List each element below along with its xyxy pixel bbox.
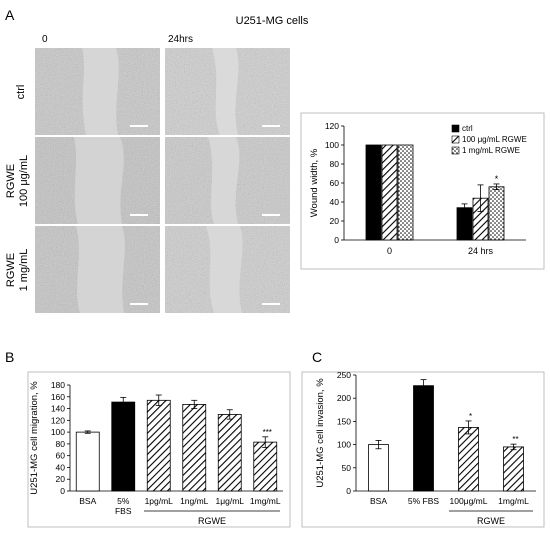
wound-x-tick-label: 0 (387, 246, 392, 256)
invasion-bar (368, 444, 389, 492)
micrograph-grid (35, 48, 290, 313)
wound-legend-label: ctrl (462, 124, 473, 133)
migration-y-tick-label: 80 (56, 439, 66, 449)
migration-chart-frame (27, 371, 291, 528)
wound-y-tick-label: 80 (330, 159, 340, 169)
invasion-group-label: RGWE (477, 516, 505, 526)
wound-y-tick-label: 0 (334, 235, 339, 245)
micrograph-rgwe100-24h (165, 137, 290, 224)
invasion-bar (413, 385, 434, 492)
row-label-rgwe-100: RGWE 100 μg/mL (5, 155, 30, 207)
migration-x-tick-label: 1mg/mL (250, 496, 281, 506)
invasion-y-tick-label: 250 (337, 370, 351, 380)
wound-legend-label: 1 mg/mL RGWE (462, 146, 520, 155)
migration-x-tick-label: FBS (115, 506, 132, 516)
migration-x-tick-label: BSA (79, 496, 96, 506)
micrograph-rgwe100-0h (35, 137, 160, 224)
invasion-significance-mark: * (469, 412, 472, 421)
invasion-bar (503, 446, 524, 492)
wound-width-chart: 0 20 40 60 80 100 120 Wound width, % 0 24 hrs * ctr… (309, 121, 527, 256)
wound-bar (381, 144, 398, 241)
migration-y-tick-label: 20 (56, 474, 66, 484)
migration-x-tick-label: 5% (117, 496, 130, 506)
migration-y-tick-label: 40 (56, 462, 66, 472)
migration-y-tick-label: 0 (60, 486, 65, 496)
wound-legend-label: 100 μg/mL RGWE (462, 135, 527, 144)
wound-y-axis-title: Wound width, % (309, 148, 320, 217)
wound-x-tick-label: 24 hrs (468, 246, 494, 256)
invasion-chart-frame (301, 371, 545, 528)
wound-legend-swatch (451, 124, 460, 133)
migration-x-tick-label: 1μg/mL (215, 496, 244, 506)
invasion-y-tick-label: 200 (337, 393, 351, 403)
panel-a-title: U251-MG cells (236, 15, 309, 27)
row-label-ctrl: ctrl (15, 85, 27, 100)
invasion-x-tick-label: 100μg/mL (450, 496, 488, 506)
invasion-y-tick-label: 50 (342, 463, 352, 473)
migration-x-tick-label: 1pg/mL (145, 496, 174, 506)
invasion-y-axis-title: U251-MG cell invasion, % (315, 378, 326, 488)
migration-bar (182, 404, 207, 492)
wound-y-tick-label: 40 (330, 197, 340, 207)
migration-y-tick-label: 60 (56, 451, 66, 461)
wound-y-tick-label: 20 (330, 216, 340, 226)
wound-bar (456, 207, 473, 241)
migration-y-tick-label: 120 (51, 415, 65, 425)
wound-y-tick-label: 60 (330, 178, 340, 188)
wound-chart-frame (300, 112, 545, 270)
migration-bar (75, 431, 100, 492)
wound-bar (488, 186, 505, 241)
time-label-24hrs: 24hrs (168, 34, 193, 45)
row-label-ctrl-text: ctrl (15, 85, 27, 100)
migration-y-tick-label: 180 (51, 380, 65, 390)
invasion-y-tick-label: 0 (346, 486, 351, 496)
migration-significance-mark: *** (263, 428, 272, 437)
invasion-x-tick-label: 5% FBS (408, 496, 440, 506)
migration-y-axis-title: U251-MG cell migration, % (29, 381, 40, 495)
wound-y-tick-label: 100 (325, 140, 339, 150)
wound-legend-swatch (451, 146, 460, 155)
time-label-0: 0 (42, 34, 48, 45)
migration-group-label: RGWE (198, 516, 226, 526)
migration-y-tick-label: 100 (51, 427, 65, 437)
wound-y-tick-label: 120 (325, 121, 339, 131)
migration-y-tick-label: 160 (51, 392, 65, 402)
wound-bar (397, 144, 414, 241)
invasion-bar (458, 427, 479, 492)
invasion-y-tick-label: 150 (337, 416, 351, 426)
micrograph-ctrl-0h (35, 48, 160, 135)
row-label-rgwe-1mg: RGWE 1 mg/mL (5, 249, 30, 292)
row-label-rgwe-1mg-line1: RGWE (5, 253, 17, 287)
row-label-rgwe-100-line2: 100 μg/mL (18, 155, 30, 207)
wound-significance-mark: * (495, 174, 499, 184)
migration-bar (217, 414, 242, 492)
wound-legend-swatch (451, 135, 460, 144)
micrograph-ctrl-24h (165, 48, 290, 135)
micrograph-rgwe1mg-24h (165, 226, 290, 313)
row-label-rgwe-100-line1: RGWE (5, 164, 17, 198)
row-label-rgwe-1mg-line2: 1 mg/mL (18, 249, 30, 292)
micrograph-rgwe1mg-0h (35, 226, 160, 313)
wound-bar (365, 144, 382, 241)
migration-y-tick-label: 140 (51, 404, 65, 414)
migration-bar (146, 399, 171, 492)
migration-x-tick-label: 1ng/mL (180, 496, 209, 506)
invasion-significance-mark: ** (512, 435, 518, 444)
panel-a-label: A (5, 7, 15, 23)
invasion-x-tick-label: BSA (370, 496, 387, 506)
invasion-y-tick-label: 100 (337, 440, 351, 450)
migration-bar (253, 441, 278, 492)
migration-bar (111, 401, 136, 492)
panel-b-label: B (5, 349, 14, 365)
panel-c-label: C (312, 349, 322, 365)
invasion-x-tick-label: 1mg/mL (498, 496, 529, 506)
invasion-chart: 0 50 100 150 200 250 U251-MG cell invasion, % B… (315, 370, 536, 526)
